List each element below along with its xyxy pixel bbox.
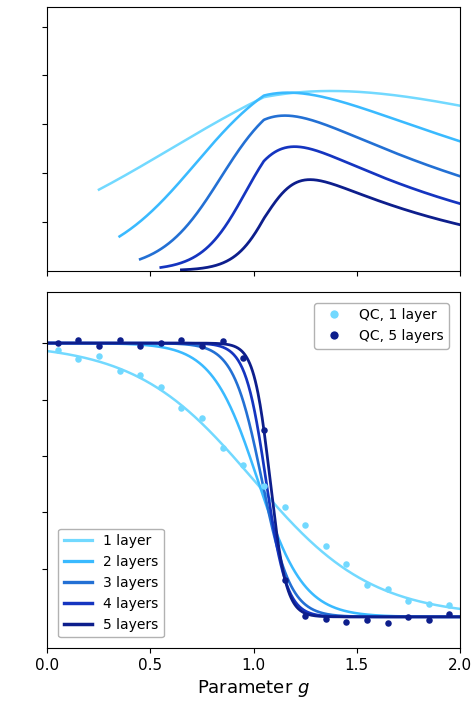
Point [178, 335, 185, 346]
Point [239, 459, 247, 471]
Point [384, 617, 392, 628]
Point [363, 614, 371, 625]
Point [260, 481, 268, 492]
Point [384, 583, 392, 595]
Point [301, 610, 309, 622]
Point [281, 501, 288, 513]
Point [157, 337, 164, 349]
Point [137, 340, 144, 352]
Point [95, 340, 103, 352]
Point [74, 335, 82, 346]
Point [95, 350, 103, 362]
Point [322, 540, 329, 552]
Point [137, 370, 144, 381]
Point [239, 352, 247, 364]
Point [404, 595, 412, 607]
Point [425, 614, 433, 625]
Point [157, 382, 164, 393]
X-axis label: Parameter $g$: Parameter $g$ [197, 679, 310, 699]
Point [343, 559, 350, 570]
Point [343, 617, 350, 628]
Point [219, 442, 227, 454]
Point [198, 340, 206, 352]
Point [178, 402, 185, 414]
Point [74, 353, 82, 365]
Point [281, 575, 288, 586]
Point [404, 611, 412, 622]
Point [301, 519, 309, 530]
Point [54, 337, 62, 349]
Point [198, 412, 206, 424]
Point [116, 335, 123, 346]
Point [446, 608, 453, 619]
Point [322, 614, 329, 625]
Point [116, 366, 123, 377]
Point [446, 599, 453, 610]
Point [219, 335, 227, 347]
Point [260, 424, 268, 436]
Point [54, 344, 62, 355]
Legend: QC, 1 layer, QC, 5 layers: QC, 1 layer, QC, 5 layers [314, 303, 449, 349]
Point [425, 598, 433, 609]
Point [363, 579, 371, 590]
